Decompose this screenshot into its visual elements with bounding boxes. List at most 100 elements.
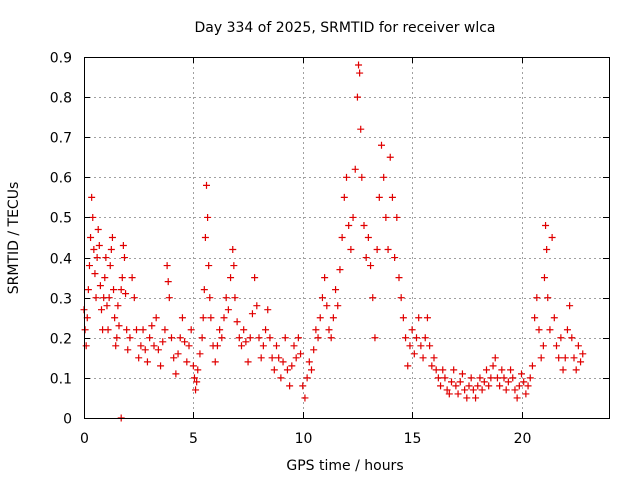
data-point-marker	[112, 342, 120, 350]
data-point-marker	[410, 350, 418, 358]
data-point-marker	[93, 254, 101, 262]
data-point-marker	[146, 334, 154, 342]
data-point-marker	[382, 213, 390, 221]
data-point-marker	[563, 326, 571, 334]
data-point-marker	[548, 234, 556, 241]
y-tick-label: 0.3	[50, 292, 72, 308]
grid-lines	[84, 57, 609, 418]
x-tick-label: 15	[404, 431, 422, 447]
data-point-marker	[572, 366, 580, 374]
data-point-marker	[332, 286, 340, 294]
data-point-marker	[275, 354, 283, 362]
y-tick-label: 0	[63, 412, 72, 428]
data-point-marker	[222, 294, 230, 302]
data-point-marker	[157, 362, 165, 370]
data-point-marker	[308, 366, 315, 374]
data-point-marker	[524, 382, 532, 390]
data-point-marker	[139, 326, 147, 334]
data-point-marker	[91, 270, 99, 278]
data-point-marker	[199, 314, 207, 322]
data-point-marker	[557, 334, 565, 342]
data-point-marker	[323, 302, 331, 310]
data-point-marker	[434, 374, 442, 382]
data-point-marker	[522, 390, 530, 398]
data-point-marker	[570, 354, 578, 362]
data-point-marker	[266, 334, 274, 342]
data-point-marker	[183, 358, 191, 366]
data-point-marker	[358, 173, 366, 181]
data-point-marker	[220, 314, 228, 322]
data-point-marker	[395, 274, 403, 282]
data-point-marker	[393, 213, 401, 221]
data-point-marker	[338, 234, 346, 241]
data-point-marker	[95, 242, 103, 250]
data-point-marker	[415, 314, 423, 322]
data-point-marker	[189, 362, 197, 370]
data-point-marker	[251, 274, 259, 282]
data-point-marker	[124, 346, 132, 354]
y-tick-label: 0.9	[50, 51, 72, 67]
data-point-marker	[294, 334, 302, 342]
data-point-marker	[467, 374, 475, 382]
data-point-marker	[201, 234, 209, 241]
data-point-marker	[423, 314, 431, 322]
data-point-marker	[478, 386, 486, 394]
data-point-marker	[246, 334, 254, 342]
data-point-marker	[205, 262, 213, 270]
data-point-marker	[384, 246, 392, 254]
data-point-marker	[305, 358, 313, 366]
data-point-marker	[143, 358, 151, 366]
data-point-marker	[483, 366, 490, 374]
x-tick-label: 10	[295, 431, 313, 447]
data-point-marker	[161, 326, 169, 334]
data-point-marker	[544, 294, 552, 302]
data-point-marker	[229, 246, 237, 254]
data-point-marker	[574, 342, 582, 350]
data-point-marker	[299, 382, 307, 390]
data-point-marker	[351, 165, 359, 173]
data-point-marker	[327, 334, 335, 342]
data-point-marker	[312, 326, 320, 334]
data-point-marker	[172, 370, 180, 378]
data-point-marker	[290, 342, 298, 350]
data-point-marker	[314, 334, 322, 342]
data-point-marker	[502, 386, 510, 394]
data-point-marker	[103, 302, 111, 310]
data-point-marker	[378, 141, 385, 149]
data-point-marker	[259, 342, 267, 350]
data-point-marker	[301, 394, 309, 402]
data-point-marker	[238, 342, 245, 350]
data-point-marker	[579, 350, 587, 358]
data-point-marker	[426, 342, 434, 350]
tick-labels: 0 0.1 0.2 0.3 0.4 0.5 0.6 0.7 0.8 0.9 0 5 10 15 20	[50, 51, 532, 448]
data-point-marker	[439, 366, 447, 374]
data-point-marker	[242, 338, 250, 346]
data-point-marker	[375, 193, 383, 201]
data-point-marker	[270, 366, 278, 374]
data-point-marker	[504, 378, 512, 386]
data-point-marker	[204, 213, 212, 221]
x-axis-label: GPS time / hours	[286, 458, 403, 474]
data-point-marker	[190, 374, 198, 382]
data-point-marker	[203, 181, 210, 189]
data-point-marker	[367, 262, 375, 270]
data-point-marker	[113, 334, 121, 342]
data-point-marker	[194, 366, 202, 374]
data-point-marker	[555, 354, 563, 362]
data-point-marker	[430, 354, 438, 362]
data-point-marker	[170, 354, 178, 362]
data-point-marker	[526, 374, 534, 382]
data-point-marker	[230, 262, 238, 270]
data-point-marker	[417, 342, 425, 350]
data-point-marker	[200, 286, 208, 294]
data-point-marker	[218, 334, 226, 342]
data-point-marker	[123, 326, 131, 334]
data-point-marker	[461, 386, 469, 394]
data-point-marker	[264, 306, 272, 314]
data-point-marker	[452, 382, 460, 390]
data-point-marker	[174, 350, 182, 358]
data-point-marker	[224, 306, 232, 314]
data-point-marker	[96, 282, 104, 290]
data-point-marker	[279, 358, 287, 366]
data-point-marker	[533, 294, 541, 302]
